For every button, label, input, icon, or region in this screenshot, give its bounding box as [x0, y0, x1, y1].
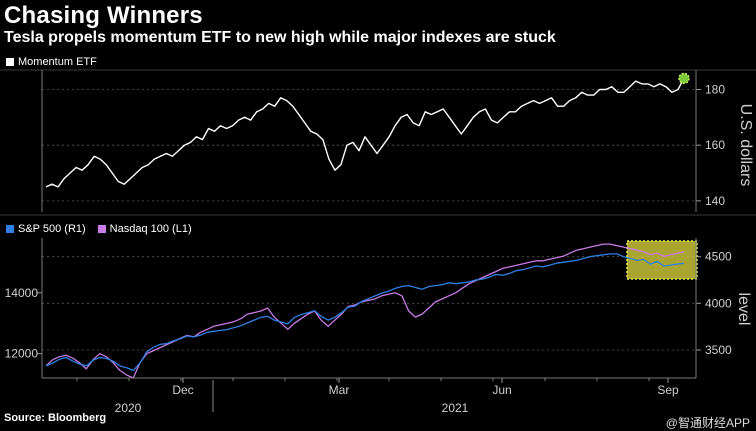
- chart-title: Chasing Winners: [4, 2, 203, 29]
- watermark: @智通财经APP: [665, 416, 750, 430]
- legend-label-nasdaq: Nasdaq 100 (L1): [109, 223, 192, 235]
- legend-swatch-nasdaq: [97, 225, 106, 233]
- latest-point-marker: [678, 72, 690, 85]
- tick-label-top-140: 140: [705, 194, 725, 208]
- year-label-2020: 2020: [115, 401, 142, 415]
- legend-swatch-sp500: [6, 225, 14, 233]
- legend-indexes: S&P 500 (R1) Nasdaq 100 (L1): [6, 223, 192, 235]
- x-tick-label-dec: Dec: [172, 383, 193, 397]
- tick-label-right-4000: 4000: [705, 296, 732, 310]
- series-line-sp500: [45, 253, 685, 372]
- tick-label-left-12000: 12000: [5, 347, 39, 361]
- tick-label-right-4500: 4500: [705, 250, 732, 264]
- indexes-panel: 3500 4000 4500 12000 14000 Dec Mar Jun Sep 2020 20…: [5, 240, 732, 415]
- legend-label-momentum: Momentum ETF: [18, 56, 97, 68]
- tick-label-top-160: 160: [705, 138, 725, 152]
- series-line-momentum: [45, 78, 685, 188]
- x-tick-label-jun: Jun: [492, 383, 511, 397]
- tick-label-left-14000: 14000: [5, 286, 39, 300]
- tick-label-top-180: 180: [705, 82, 725, 96]
- legend-swatch-momentum: [6, 58, 14, 66]
- tick-label-right-3500: 3500: [705, 343, 732, 357]
- series-line-nasdaq: [45, 243, 685, 379]
- source-note: Source: Bloomberg: [4, 412, 107, 424]
- momentum-panel: 140 160 180: [42, 72, 725, 208]
- legend-momentum: Momentum ETF: [6, 56, 97, 68]
- x-tick-label-mar: Mar: [329, 383, 350, 397]
- x-tick-label-sep: Sep: [657, 383, 679, 397]
- legend-label-sp500: S&P 500 (R1): [18, 223, 86, 235]
- chart-subtitle: Tesla propels momentum ETF to new high w…: [4, 29, 556, 46]
- year-label-2021: 2021: [442, 401, 469, 415]
